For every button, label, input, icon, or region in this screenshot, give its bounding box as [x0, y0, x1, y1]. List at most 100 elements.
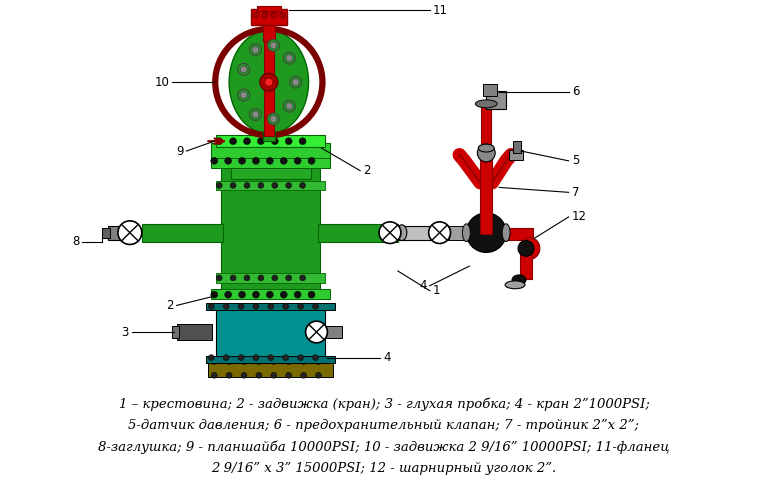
Ellipse shape	[475, 100, 497, 108]
Circle shape	[250, 44, 261, 55]
Bar	[483, 84, 497, 96]
Circle shape	[299, 138, 306, 145]
Bar	[142, 224, 223, 241]
Bar	[319, 224, 398, 241]
Circle shape	[283, 303, 289, 309]
Circle shape	[217, 182, 222, 188]
Bar	[263, 23, 275, 41]
Bar	[264, 30, 274, 136]
Text: 12: 12	[571, 211, 587, 223]
Circle shape	[244, 182, 250, 188]
Text: 8: 8	[72, 235, 79, 248]
Bar	[257, 7, 281, 11]
Bar	[208, 359, 333, 377]
Bar	[326, 326, 343, 338]
Circle shape	[316, 358, 322, 364]
Circle shape	[283, 100, 296, 112]
Circle shape	[226, 358, 232, 364]
Circle shape	[466, 213, 506, 253]
Text: 7: 7	[571, 186, 579, 199]
Circle shape	[268, 303, 274, 309]
Circle shape	[240, 92, 247, 98]
Circle shape	[285, 138, 292, 145]
Circle shape	[225, 291, 232, 298]
Bar	[177, 324, 212, 340]
Circle shape	[270, 42, 277, 49]
Bar	[251, 10, 286, 25]
Circle shape	[210, 291, 217, 298]
Text: 2: 2	[166, 299, 174, 312]
Ellipse shape	[505, 281, 525, 289]
Bar	[400, 226, 442, 239]
Circle shape	[258, 182, 264, 188]
Bar	[398, 226, 448, 239]
Text: 10: 10	[154, 76, 170, 89]
Circle shape	[280, 291, 287, 298]
Circle shape	[118, 221, 142, 244]
Text: 2 9/16” х 3” 15000PSI; 12 - шарнирный уголок 2”.: 2 9/16” х 3” 15000PSI; 12 - шарнирный уг…	[211, 462, 557, 475]
Text: 9: 9	[176, 145, 184, 158]
Circle shape	[271, 12, 276, 18]
Circle shape	[271, 372, 276, 379]
Circle shape	[283, 52, 296, 64]
Circle shape	[268, 355, 274, 360]
Circle shape	[262, 12, 268, 18]
Bar	[263, 132, 275, 141]
Circle shape	[253, 355, 259, 360]
Circle shape	[252, 111, 259, 118]
Text: 4: 4	[419, 279, 427, 292]
Circle shape	[518, 240, 534, 256]
Circle shape	[244, 275, 250, 281]
Circle shape	[313, 303, 319, 309]
Bar	[217, 180, 326, 191]
Circle shape	[238, 355, 244, 360]
Circle shape	[294, 157, 301, 164]
Bar	[102, 228, 110, 237]
Circle shape	[294, 291, 301, 298]
Circle shape	[300, 372, 306, 379]
Circle shape	[211, 358, 217, 364]
Ellipse shape	[462, 224, 470, 241]
Circle shape	[271, 358, 276, 364]
Bar	[211, 143, 330, 163]
Circle shape	[230, 275, 236, 281]
Text: 3: 3	[121, 326, 129, 339]
Circle shape	[238, 303, 244, 309]
Bar	[480, 153, 492, 234]
Circle shape	[283, 355, 289, 360]
Circle shape	[253, 157, 260, 164]
Circle shape	[265, 78, 273, 86]
Circle shape	[252, 46, 259, 53]
Circle shape	[258, 275, 264, 281]
Circle shape	[243, 138, 250, 145]
Ellipse shape	[441, 225, 451, 240]
Circle shape	[267, 39, 280, 51]
Circle shape	[239, 291, 246, 298]
Bar	[207, 356, 336, 362]
Circle shape	[286, 372, 292, 379]
Circle shape	[230, 138, 237, 145]
Circle shape	[237, 89, 250, 101]
Circle shape	[237, 64, 250, 75]
Ellipse shape	[478, 144, 494, 152]
Text: 6: 6	[571, 86, 579, 98]
Circle shape	[298, 303, 303, 309]
Circle shape	[210, 157, 217, 164]
Bar	[520, 249, 532, 279]
Bar	[217, 305, 326, 362]
Circle shape	[306, 321, 327, 343]
Circle shape	[478, 144, 495, 162]
Circle shape	[257, 138, 264, 145]
Ellipse shape	[229, 31, 309, 134]
Circle shape	[208, 355, 214, 360]
Circle shape	[316, 372, 322, 379]
Circle shape	[290, 76, 302, 88]
Text: 11: 11	[432, 4, 448, 17]
Circle shape	[286, 103, 293, 110]
Circle shape	[308, 157, 315, 164]
Bar	[221, 163, 320, 291]
Text: 2: 2	[363, 164, 371, 177]
Circle shape	[300, 275, 306, 281]
Text: 4: 4	[383, 351, 390, 364]
Circle shape	[230, 182, 236, 188]
